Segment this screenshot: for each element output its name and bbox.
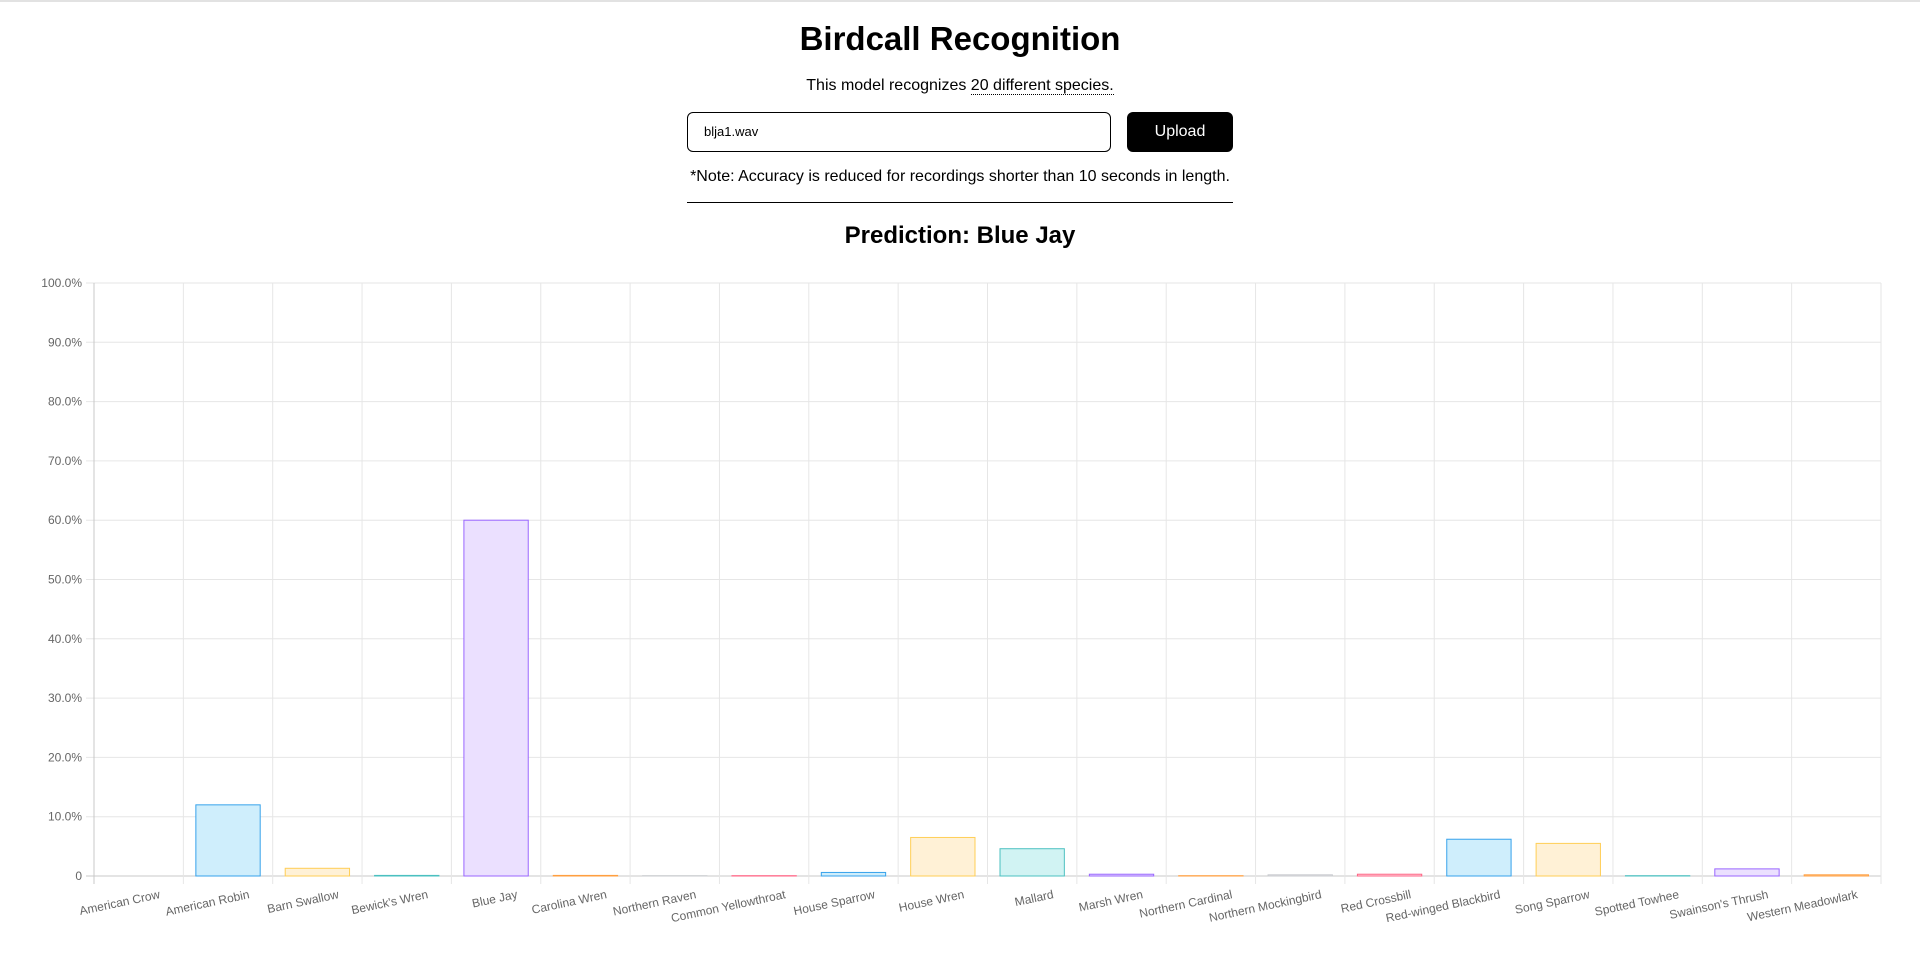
x-tick-label: Song Sparrow	[1514, 887, 1592, 917]
y-tick-label: 20.0%	[48, 750, 82, 764]
y-tick-label: 30.0%	[48, 691, 82, 705]
y-tick-label: 80.0%	[48, 395, 82, 409]
bar	[1267, 874, 1333, 877]
top-border	[0, 0, 1920, 2]
y-tick-label: 100.0%	[41, 276, 82, 290]
upload-row: blja1.wav Upload	[687, 112, 1233, 154]
x-tick-label: House Sparrow	[792, 887, 876, 918]
subtitle-text: This model recognizes	[806, 77, 971, 94]
file-input[interactable]: blja1.wav	[687, 112, 1111, 152]
x-tick-label: American Robin	[164, 887, 250, 918]
x-tick-label: Blue Jay	[471, 887, 519, 910]
x-tick-label: Bewick's Wren	[350, 887, 429, 917]
x-tick-label: Mallard	[1013, 887, 1054, 909]
accuracy-note: *Note: Accuracy is reduced for recording…	[690, 168, 1230, 185]
bar	[284, 867, 351, 877]
bar	[1803, 874, 1869, 877]
x-tick-label: American Crow	[78, 887, 161, 918]
bar	[1535, 842, 1601, 877]
bar	[374, 874, 440, 877]
y-tick-label: 70.0%	[48, 454, 82, 468]
prediction-heading: Prediction: Blue Jay	[844, 222, 1076, 249]
page-title: Birdcall Recognition	[799, 20, 1121, 57]
divider	[687, 202, 1233, 203]
x-tick-label: Marsh Wren	[1078, 887, 1145, 914]
y-tick-label: 60.0%	[48, 513, 82, 527]
y-tick-label: 90.0%	[48, 335, 82, 349]
bar	[195, 804, 261, 877]
bar	[820, 871, 887, 877]
x-tick-label: Carolina Wren	[530, 887, 608, 917]
subtitle: This model recognizes 20 different speci…	[0, 77, 1920, 95]
bar	[999, 848, 1065, 877]
y-tick-label: 50.0%	[48, 573, 82, 587]
y-tick-label: 40.0%	[48, 632, 82, 646]
x-tick-label: House Wren	[898, 887, 966, 915]
upload-button[interactable]: Upload	[1127, 112, 1233, 152]
bar	[1714, 868, 1780, 877]
x-tick-label: Spotted Towhee	[1593, 887, 1680, 919]
y-tick-label: 10.0%	[48, 810, 82, 824]
bar	[552, 874, 619, 877]
bar	[1088, 873, 1155, 877]
bar	[1356, 873, 1423, 877]
bar	[910, 836, 976, 877]
x-tick-label: Barn Swallow	[266, 887, 340, 916]
bar	[1446, 838, 1512, 877]
y-tick-label: 0	[75, 869, 82, 883]
bar	[463, 519, 529, 877]
species-list-link[interactable]: 20 different species.	[970, 77, 1114, 95]
